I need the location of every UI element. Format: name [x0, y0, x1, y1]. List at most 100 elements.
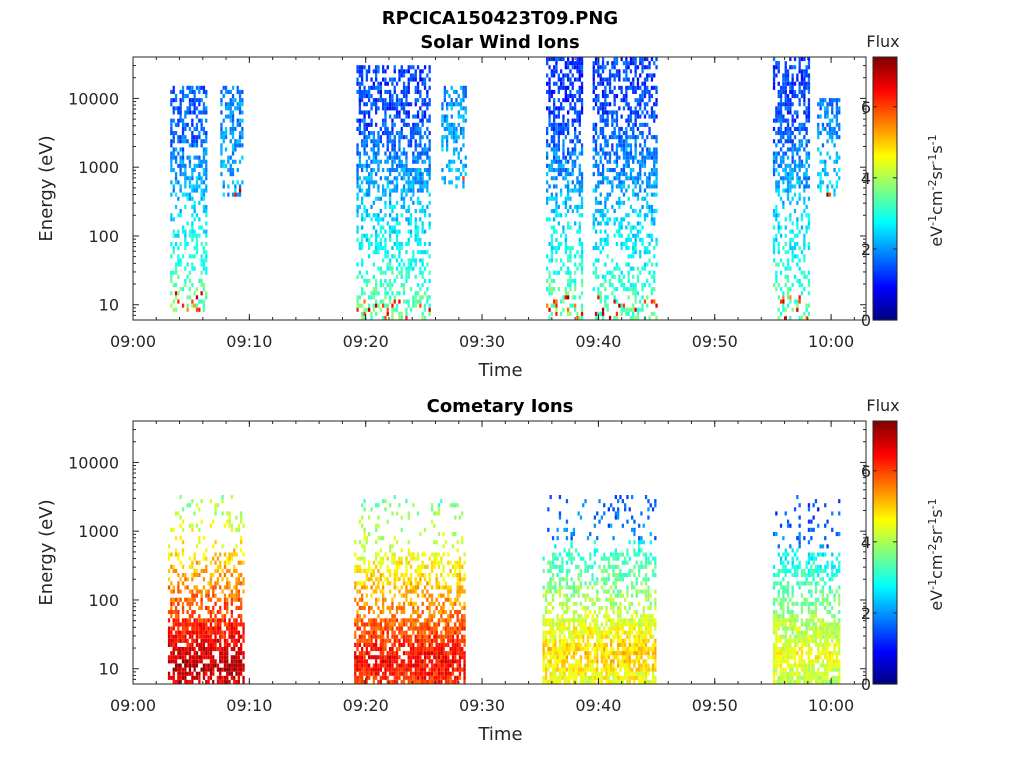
spectrogram-cell [398, 147, 401, 152]
spectrogram-cell [356, 638, 359, 643]
spectrogram-cell [356, 229, 359, 234]
spectrogram-cell [613, 176, 616, 181]
spectrogram-cell [209, 655, 213, 660]
spectrogram-cell [641, 266, 644, 271]
spectrogram-cell [230, 630, 233, 635]
spectrogram-cell [796, 163, 799, 168]
spectrogram-cell [426, 180, 429, 185]
spectrogram-cell [789, 237, 792, 242]
spectrogram-cell [372, 151, 375, 156]
spectrogram-cell [382, 258, 385, 263]
spectrogram-cell [375, 638, 378, 643]
spectrogram-cell [202, 139, 206, 144]
spectrogram-cell [786, 163, 790, 168]
spectrogram-cell [398, 73, 401, 78]
y-tick-label: 1000 [78, 158, 119, 177]
spectrogram-cell [214, 630, 217, 635]
spectrogram-cell [207, 647, 210, 652]
spectrogram-cell [779, 106, 783, 111]
spectrogram-cell [569, 303, 572, 308]
spectrogram-cell [379, 237, 382, 242]
spectrogram-cell [553, 270, 556, 275]
spectrogram-cell [179, 114, 182, 119]
spectrogram-cell [167, 642, 171, 647]
spectrogram-cell [375, 237, 378, 242]
spectrogram-cell [594, 266, 598, 271]
spectrogram-cell [384, 159, 387, 164]
spectrogram-cell [372, 184, 375, 189]
spectrogram-cell [567, 61, 570, 66]
spectrogram-cell [775, 143, 778, 148]
spectrogram-cell [772, 126, 776, 131]
spectrogram-cell [564, 250, 567, 255]
spectrogram-cell [365, 270, 368, 275]
spectrogram-cell [393, 655, 396, 660]
spectrogram-cell [233, 659, 236, 664]
spectrogram-cell [354, 564, 357, 569]
spectrogram-cell [419, 155, 422, 160]
spectrogram-cell [574, 221, 577, 226]
spectrogram-cell [361, 118, 364, 123]
spectrogram-cell [807, 106, 811, 111]
spectrogram-cell [448, 168, 451, 173]
colorbar-swatch [873, 102, 897, 105]
spectrogram-cell [240, 511, 243, 516]
spectrogram-cell [375, 73, 378, 78]
spectrogram-cell [195, 303, 199, 308]
spectrogram-cell [793, 209, 797, 214]
spectrogram-cell [576, 266, 579, 271]
spectrogram-cell [578, 89, 581, 94]
spectrogram-cell [555, 131, 558, 136]
spectrogram-cell [377, 217, 380, 222]
spectrogram-cell [191, 303, 194, 308]
spectrogram-cell [193, 626, 196, 631]
spectrogram-cell [599, 229, 602, 234]
spectrogram-cell [200, 163, 203, 168]
spectrogram-cell [375, 626, 378, 631]
spectrogram-cell [224, 102, 228, 107]
spectrogram-cell [202, 89, 206, 94]
spectrogram-cell [608, 278, 612, 283]
spectrogram-cell [606, 180, 609, 185]
spectrogram-cell [580, 254, 584, 259]
spectrogram-cell [782, 73, 785, 78]
spectrogram-cell [195, 155, 199, 160]
spectrogram-cell [191, 564, 194, 569]
spectrogram-cell [238, 122, 242, 127]
spectrogram-cell [405, 250, 408, 255]
spectrogram-cell [546, 73, 549, 78]
spectrogram-cell [222, 180, 225, 185]
spectrogram-cell [560, 241, 563, 246]
spectrogram-cell [599, 131, 602, 136]
spectrogram-cell [553, 287, 556, 292]
spectrogram-cell [409, 233, 413, 238]
spectrogram-cell [798, 98, 801, 103]
spectrogram-cell [363, 655, 366, 660]
spectrogram-cell [772, 57, 776, 62]
spectrogram-cell [379, 126, 382, 131]
spectrogram-cell [578, 241, 581, 246]
spectrogram-cell [421, 118, 424, 123]
spectrogram-cell [234, 139, 237, 144]
colorbar-swatch [873, 283, 897, 286]
spectrogram-cell [167, 626, 171, 631]
spectrogram-cell [777, 283, 780, 288]
spectrogram-cell [578, 77, 581, 82]
spectrogram-cell [186, 307, 189, 312]
spectrogram-cell [592, 163, 595, 168]
spectrogram-cell [177, 118, 180, 123]
spectrogram-cell [779, 196, 783, 201]
colorbar-swatch [873, 293, 897, 296]
spectrogram-cell [625, 163, 628, 168]
spectrogram-cell [223, 647, 227, 652]
spectrogram-cell [578, 61, 581, 66]
spectrogram-cell [382, 77, 385, 82]
spectrogram-cell [641, 98, 644, 103]
spectrogram-cell [564, 204, 567, 209]
spectrogram-cell [195, 638, 199, 643]
spectrogram-cell [179, 523, 182, 528]
spectrogram-cell [793, 147, 797, 152]
spectrogram-cell [382, 573, 385, 578]
spectrogram-cell [402, 106, 406, 111]
spectrogram-cell [592, 139, 595, 144]
